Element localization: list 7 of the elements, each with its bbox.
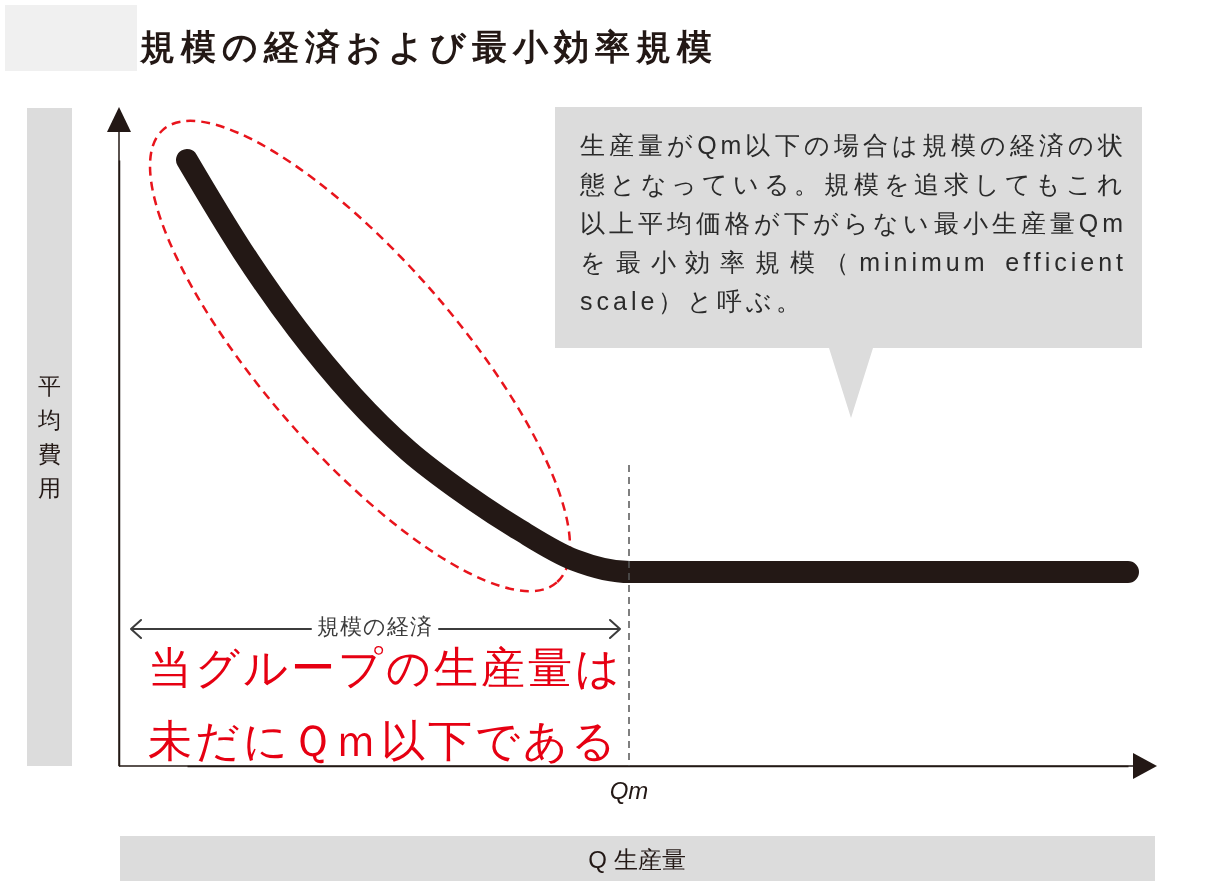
chart-title: 規模の経済および最小効率規模 (139, 26, 718, 66)
annotation: 当グループの生産量は未だにＱｍ以下である (148, 643, 623, 765)
x-axis-title: Q 生産量 (588, 845, 686, 873)
annotation: 規模の経済 (317, 613, 433, 641)
annotation: 生産量がQm以下の場合は規模の経済の状態となっている。規模を追求してもこれ以上平均価格が下がらない最小生産量Qmを最小効率規模（minimum efficient scale）と呼ぶ。 (580, 130, 1127, 317)
text: Qm (609, 776, 649, 804)
y-axis-title: 平均費用 (36, 373, 61, 501)
